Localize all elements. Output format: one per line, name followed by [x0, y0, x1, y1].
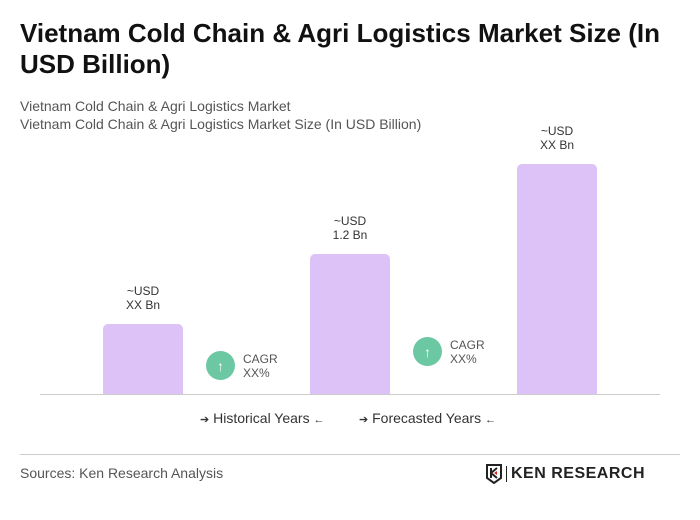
arrow-left-icon: ← [484, 414, 496, 426]
arrow-up-icon: ↑ [206, 351, 235, 380]
cagr-value: XX% [243, 365, 270, 380]
arrow-right-icon: ➔ [359, 414, 369, 426]
ken-logo-icon [486, 464, 502, 484]
arrow-up-icon: ↑ [413, 337, 442, 366]
legend-historical: ➔ Historical Years ← [200, 410, 325, 426]
subtitle: Vietnam Cold Chain & Agri Logistics Mark… [20, 98, 291, 114]
data-label-line: XX Bn [125, 298, 161, 312]
x-axis [40, 394, 660, 395]
data-label-line: XX Bn [539, 138, 575, 152]
data-label-line: ~USD [333, 214, 367, 228]
data-label-line: ~USD [540, 124, 574, 138]
sources: Sources: Ken Research Analysis [20, 465, 224, 481]
arrow-left-icon: ← [313, 414, 325, 426]
data-label: ~USD 1.2 Bn [290, 214, 410, 242]
bar [310, 254, 390, 394]
page-title: Vietnam Cold Chain & Agri Logistics Mark… [20, 18, 660, 79]
data-label: ~USD XX Bn [83, 284, 203, 312]
ken-research-logo: KEN RESEARCH [486, 464, 645, 484]
chart-subtitle: Vietnam Cold Chain & Agri Logistics Mark… [20, 116, 422, 132]
cagr-label: CAGR [450, 337, 485, 352]
legend-label: Forecasted Years [372, 410, 482, 426]
bar [517, 164, 597, 394]
arrow-right-icon: ➔ [200, 414, 210, 426]
data-label-line: ~USD [126, 284, 160, 298]
cagr-value: XX% [450, 351, 477, 366]
bar [103, 324, 183, 394]
data-label: ~USD XX Bn [497, 124, 617, 152]
data-label-line: 1.2 Bn [332, 228, 368, 242]
cagr-badge: ↑ CAGR XX% [413, 337, 485, 366]
cagr-label: CAGR [243, 351, 278, 366]
legend-label: Historical Years [213, 410, 310, 426]
cagr-badge: ↑ CAGR XX% [206, 351, 278, 380]
legend-forecasted: ➔ Forecasted Years ← [359, 410, 496, 426]
divider [20, 454, 680, 455]
